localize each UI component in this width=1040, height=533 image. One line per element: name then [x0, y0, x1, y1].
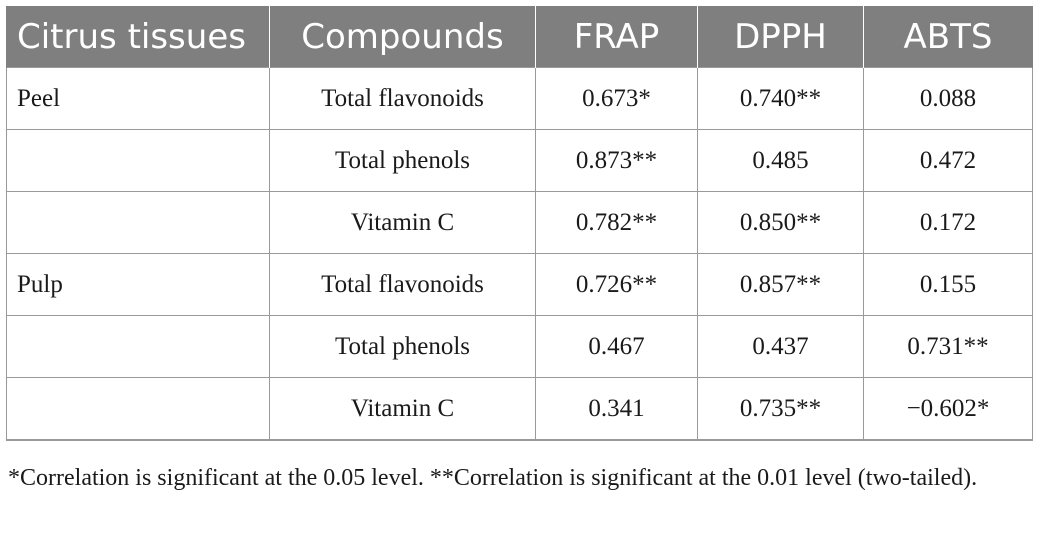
compound-cell: Vitamin C	[269, 191, 536, 254]
dpph-cell: 0.740**	[697, 67, 864, 130]
tissue-cell	[6, 191, 270, 254]
table-row: Total phenols 0.873** 0.485 0.472	[6, 129, 1033, 192]
compound-cell: Total phenols	[269, 129, 536, 192]
dpph-cell: 0.437	[697, 315, 864, 378]
abts-cell: −0.602*	[863, 377, 1033, 441]
frap-cell: 0.726**	[535, 253, 698, 316]
header-abts: ABTS	[863, 6, 1033, 68]
abts-cell: 0.088	[863, 67, 1033, 130]
header-frap: FRAP	[535, 6, 698, 68]
dpph-cell: 0.735**	[697, 377, 864, 441]
correlation-table: Citrus tissues Compounds FRAP DPPH ABTS …	[6, 6, 1033, 441]
tissue-cell: Peel	[6, 67, 270, 130]
table-row: Peel Total flavonoids 0.673* 0.740** 0.0…	[6, 67, 1033, 130]
compound-cell: Vitamin C	[269, 377, 536, 441]
frap-cell: 0.467	[535, 315, 698, 378]
header-row: Citrus tissues Compounds FRAP DPPH ABTS	[6, 6, 1033, 68]
dpph-cell: 0.850**	[697, 191, 864, 254]
compound-cell: Total phenols	[269, 315, 536, 378]
frap-cell: 0.673*	[535, 67, 698, 130]
abts-cell: 0.172	[863, 191, 1033, 254]
tissue-cell	[6, 377, 270, 441]
dpph-cell: 0.485	[697, 129, 864, 192]
frap-cell: 0.873**	[535, 129, 698, 192]
header-citrus-tissues: Citrus tissues	[6, 6, 270, 68]
table-row: Pulp Total flavonoids 0.726** 0.857** 0.…	[6, 253, 1033, 316]
table-row: Vitamin C 0.341 0.735** −0.602*	[6, 377, 1033, 441]
correlation-table-container: Citrus tissues Compounds FRAP DPPH ABTS …	[6, 6, 1033, 441]
tissue-cell: Pulp	[6, 253, 270, 316]
compound-cell: Total flavonoids	[269, 67, 536, 130]
table-row: Total phenols 0.467 0.437 0.731**	[6, 315, 1033, 378]
header-dpph: DPPH	[697, 6, 864, 68]
compound-cell: Total flavonoids	[269, 253, 536, 316]
frap-cell: 0.341	[535, 377, 698, 441]
abts-cell: 0.472	[863, 129, 1033, 192]
abts-cell: 0.731**	[863, 315, 1033, 378]
frap-cell: 0.782**	[535, 191, 698, 254]
table-row: Vitamin C 0.782** 0.850** 0.172	[6, 191, 1033, 254]
abts-cell: 0.155	[863, 253, 1033, 316]
header-compounds: Compounds	[269, 6, 536, 68]
tissue-cell	[6, 315, 270, 378]
dpph-cell: 0.857**	[697, 253, 864, 316]
table-footnote: *Correlation is significant at the 0.05 …	[8, 465, 978, 491]
tissue-cell	[6, 129, 270, 192]
